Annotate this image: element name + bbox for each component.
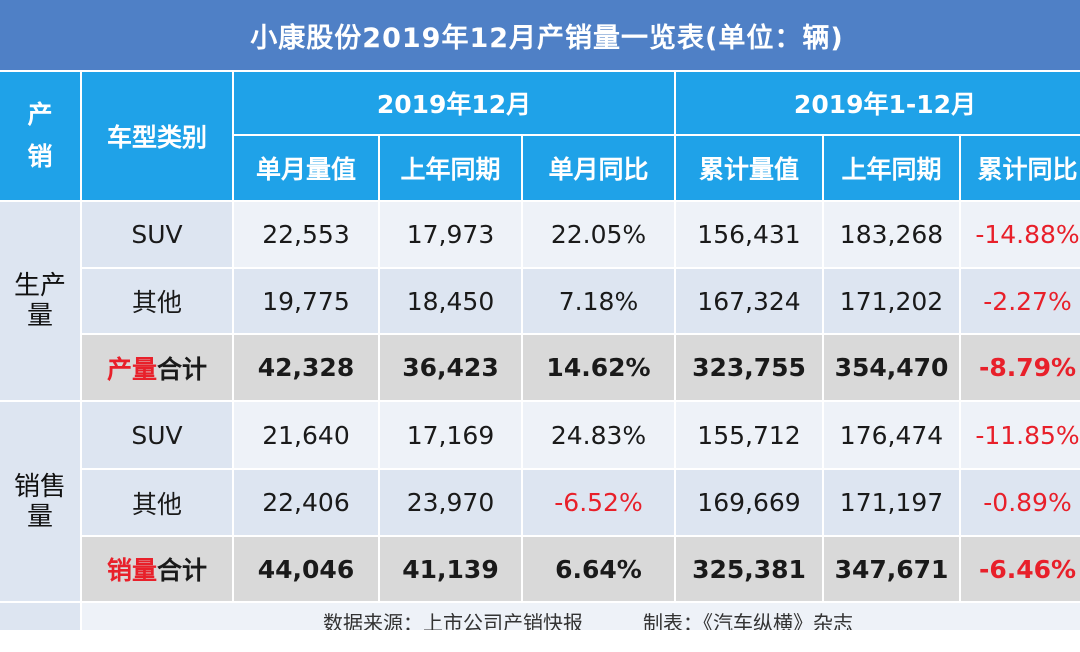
footer-corner	[0, 603, 80, 630]
sales-total-category-rest: 合计	[157, 556, 208, 585]
production-label-line2: 量	[26, 301, 53, 331]
footer-maker: 制表：《汽车纵横》杂志	[643, 611, 853, 630]
production-total-ytd-yoy: -8.79%	[961, 335, 1080, 400]
sales-suv-month-yoy: 24.83%	[523, 402, 674, 468]
sales-label-line2: 量	[26, 501, 53, 532]
header-prod-sales-line2: 销	[27, 142, 53, 171]
sales-total-month: 44,046	[234, 537, 378, 601]
sales-total-ytd-last: 347,671	[824, 537, 959, 601]
sales-other-month: 22,406	[234, 470, 378, 535]
header-ytd-last: 上年同期	[824, 136, 959, 200]
production-other-category: 其他	[82, 269, 232, 333]
sales-other-ytd-yoy: -0.89%	[961, 470, 1080, 535]
sales-other-ytd-last: 171,197	[824, 470, 959, 535]
production-total-ytd-last: 354,470	[824, 335, 959, 400]
header-category: 车型类别	[82, 72, 232, 200]
sales-total-ytd: 325,381	[676, 537, 822, 601]
table-title: 小康股份2019年12月产销量一览表(单位：辆)	[0, 0, 1080, 70]
sales-other-category: 其他	[82, 470, 232, 535]
production-other-ytd: 167,324	[676, 269, 822, 333]
sales-suv-month: 21,640	[234, 402, 378, 468]
header-group-ytd: 2019年1-12月	[676, 72, 1080, 134]
sales-total-ytd-yoy: -6.46%	[961, 537, 1080, 601]
production-suv-ytd: 156,431	[676, 202, 822, 267]
production-total-category-rest: 合计	[157, 354, 208, 384]
production-other-ytd-last: 171,202	[824, 269, 959, 333]
sales-other-ytd: 169,669	[676, 470, 822, 535]
header-prod-sales: 产 销	[0, 72, 80, 200]
production-total-category: 产量 合计	[82, 335, 232, 400]
header-prod-sales-line1: 产	[27, 100, 53, 129]
production-other-month-yoy: 7.18%	[523, 269, 674, 333]
production-total-ytd: 323,755	[676, 335, 822, 400]
header-month-last: 上年同期	[380, 136, 521, 200]
sales-suv-ytd-yoy: -11.85%	[961, 402, 1080, 468]
sales-suv-category: SUV	[82, 402, 232, 468]
sales-total-month-yoy: 6.64%	[523, 537, 674, 601]
production-label: 生产 量	[0, 202, 80, 400]
sales-label-line1: 销售	[13, 471, 66, 502]
header-ytd-yoy: 累计同比	[961, 136, 1080, 200]
sales-other-month-last: 23,970	[380, 470, 521, 535]
sales-total-category-red: 销量	[106, 556, 157, 585]
footer-source: 数据来源：上市公司产销快报	[323, 611, 583, 630]
sales-other-month-yoy: -6.52%	[523, 470, 674, 535]
production-suv-month-last: 17,973	[380, 202, 521, 267]
production-total-month-last: 36,423	[380, 335, 521, 400]
production-other-month-last: 18,450	[380, 269, 521, 333]
production-suv-month-yoy: 22.05%	[523, 202, 674, 267]
production-total-month: 42,328	[234, 335, 378, 400]
sales-total-category: 销量 合计	[82, 537, 232, 601]
production-total-month-yoy: 14.62%	[523, 335, 674, 400]
sales-suv-month-last: 17,169	[380, 402, 521, 468]
production-other-month: 19,775	[234, 269, 378, 333]
header-group-month: 2019年12月	[234, 72, 674, 134]
production-other-ytd-yoy: -2.27%	[961, 269, 1080, 333]
sales-suv-ytd: 155,712	[676, 402, 822, 468]
production-suv-month: 22,553	[234, 202, 378, 267]
production-total-category-red: 产量	[106, 354, 157, 384]
header-month-yoy: 单月同比	[523, 136, 674, 200]
production-suv-category: SUV	[82, 202, 232, 267]
table-footer: 数据来源：上市公司产销快报 制表：《汽车纵横》杂志	[82, 603, 1080, 630]
header-ytd-value: 累计量值	[676, 136, 822, 200]
production-suv-ytd-yoy: -14.88%	[961, 202, 1080, 267]
production-suv-ytd-last: 183,268	[824, 202, 959, 267]
sales-label: 销售 量	[0, 402, 80, 601]
sales-total-month-last: 41,139	[380, 537, 521, 601]
production-label-line1: 生产	[13, 271, 66, 301]
sales-suv-ytd-last: 176,474	[824, 402, 959, 468]
header-month-value: 单月量值	[234, 136, 378, 200]
